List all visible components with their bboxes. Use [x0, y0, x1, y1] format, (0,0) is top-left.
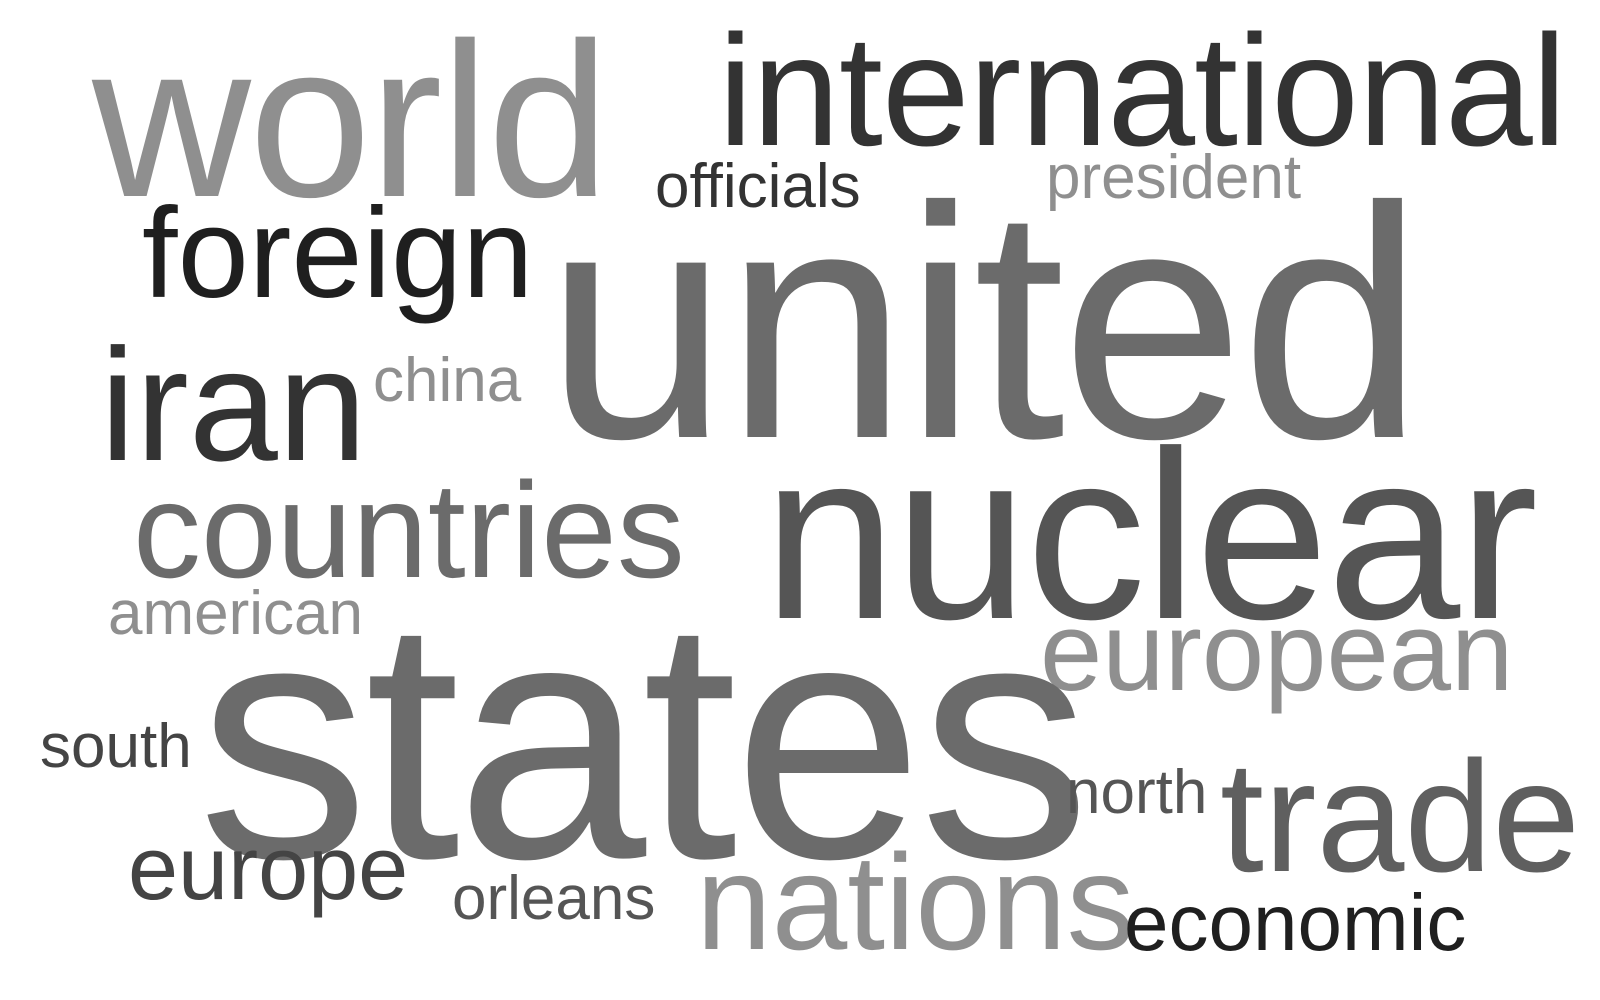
word-economic: economic — [1124, 878, 1467, 967]
word-world: world — [92, 0, 610, 243]
word-united: united — [545, 138, 1424, 507]
word-officials: officials — [655, 152, 861, 221]
word-president: president — [1046, 143, 1302, 212]
word-countries: countries — [133, 454, 685, 606]
word-china: china — [373, 346, 522, 415]
word-europe: europe — [128, 819, 409, 919]
word-foreign: foreign — [142, 182, 534, 325]
word-american: american — [108, 579, 363, 648]
word-south: south — [40, 712, 192, 781]
word-north: north — [1066, 758, 1208, 827]
word-international: international — [718, 3, 1567, 179]
word-trade: trade — [1220, 729, 1581, 905]
word-iran: iran — [100, 315, 367, 494]
word-orleans: orleans — [452, 864, 656, 933]
word-nuclear: nuclear — [763, 401, 1538, 669]
word-nations: nations — [696, 826, 1135, 978]
word-states: states — [198, 548, 1090, 930]
word-european: european — [1040, 589, 1514, 714]
